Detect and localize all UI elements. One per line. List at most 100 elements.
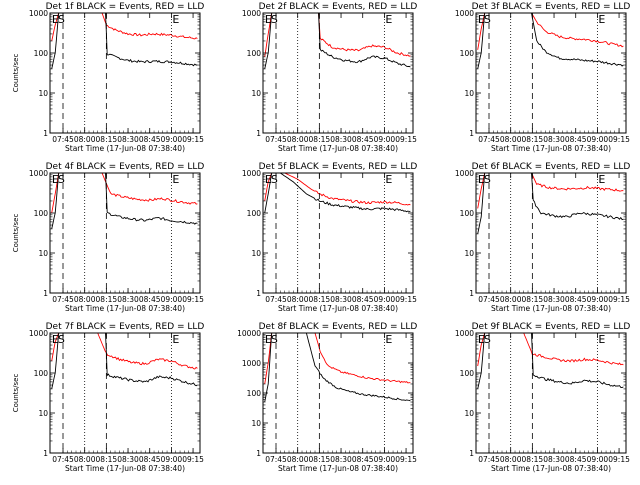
- interval-marker-E: E: [385, 333, 392, 346]
- x-tick-label: 08:45: [352, 295, 374, 304]
- panel-title: Det 1f BLACK = Events, RED = LLD: [46, 2, 205, 12]
- x-tick-label: 08:15: [96, 455, 118, 464]
- x-tick-label: 09:00: [161, 455, 183, 464]
- x-axis-label: Start Time (17-Jun-08 07:38:40): [278, 464, 398, 473]
- x-tick-label: 07:45: [52, 295, 74, 304]
- x-tick-label: 08:00: [287, 135, 309, 144]
- y-tick-label: 10000: [237, 329, 261, 338]
- events-series-line: [51, 173, 198, 229]
- y-tick-label: 10: [464, 409, 474, 418]
- interval-marker-E: E: [478, 333, 485, 346]
- y-tick-label: 1: [256, 129, 261, 138]
- x-tick-label: 08:15: [96, 295, 118, 304]
- x-tick-label: 08:45: [352, 135, 374, 144]
- x-tick-label: 08:45: [352, 455, 374, 464]
- events-series-line: [477, 173, 624, 234]
- x-tick-label: 09:15: [608, 295, 630, 304]
- events-series-line: [264, 13, 411, 69]
- panel-title: Det 7f BLACK = Events, RED = LLD: [46, 322, 205, 332]
- interval-marker-E: E: [172, 173, 179, 186]
- x-tick-label: 09:15: [182, 135, 204, 144]
- x-tick-label: 08:45: [565, 455, 587, 464]
- y-tick-label: 1000: [455, 329, 474, 338]
- x-tick-label: 08:45: [565, 295, 587, 304]
- y-axis-label: Counts/sec: [12, 214, 20, 253]
- plot-frame: [475, 172, 627, 294]
- x-tick-label: 09:15: [608, 135, 630, 144]
- interval-marker-S: S: [484, 333, 491, 346]
- interval-marker-E: E: [598, 333, 605, 346]
- panel-title: Det 6f BLACK = Events, RED = LLD: [472, 162, 631, 172]
- y-tick-label: 10: [38, 249, 48, 258]
- y-tick-label: 100: [34, 49, 49, 58]
- x-axis-label: Start Time (17-Jun-08 07:38:40): [491, 464, 611, 473]
- events-series-line: [264, 173, 411, 214]
- x-axis-label: Start Time (17-Jun-08 07:38:40): [491, 304, 611, 313]
- events-series-line: [264, 333, 411, 403]
- interval-marker-E: E: [598, 13, 605, 26]
- events-series-line: [477, 333, 624, 389]
- y-tick-label: 10: [464, 249, 474, 258]
- y-tick-label: 100: [460, 209, 475, 218]
- x-tick-label: 08:30: [117, 455, 139, 464]
- y-tick-label: 1: [469, 449, 474, 458]
- y-tick-label: 1: [469, 289, 474, 298]
- plot-frame: [49, 12, 201, 134]
- interval-marker-E: E: [478, 173, 485, 186]
- y-tick-label: 10: [251, 249, 261, 258]
- x-tick-label: 08:30: [330, 295, 352, 304]
- plot-frame: [262, 172, 414, 294]
- x-tick-label: 08:15: [522, 135, 544, 144]
- interval-marker-E: E: [52, 333, 59, 346]
- y-tick-label: 1000: [242, 359, 261, 368]
- panel-title: Det 4f BLACK = Events, RED = LLD: [46, 162, 205, 172]
- lld-series-line: [477, 333, 624, 367]
- x-axis-label: Start Time (17-Jun-08 07:38:40): [278, 144, 398, 153]
- x-tick-label: 08:30: [543, 135, 565, 144]
- panel-title: Det 3f BLACK = Events, RED = LLD: [472, 2, 631, 12]
- plot-frame: [262, 12, 414, 134]
- plot-frame: [49, 332, 201, 454]
- y-axis-label: Counts/sec: [12, 374, 20, 413]
- y-tick-label: 10: [251, 89, 261, 98]
- interval-marker-S: S: [484, 13, 491, 26]
- y-tick-label: 100: [247, 389, 262, 398]
- x-tick-label: 08:00: [74, 135, 96, 144]
- y-tick-label: 10: [38, 409, 48, 418]
- x-tick-label: 09:15: [182, 455, 204, 464]
- x-axis-label: Start Time (17-Jun-08 07:38:40): [491, 144, 611, 153]
- x-tick-label: 08:45: [139, 135, 161, 144]
- x-tick-label: 08:00: [74, 295, 96, 304]
- x-tick-label: 09:00: [161, 295, 183, 304]
- x-tick-label: 08:00: [500, 295, 522, 304]
- panel-title: Det 8f BLACK = Events, RED = LLD: [259, 322, 418, 332]
- interval-marker-E: E: [52, 13, 59, 26]
- y-tick-label: 1000: [29, 169, 48, 178]
- interval-marker-S: S: [58, 173, 65, 186]
- interval-marker-E: E: [265, 13, 272, 26]
- x-tick-label: 08:30: [330, 135, 352, 144]
- x-tick-label: 09:00: [374, 135, 396, 144]
- y-tick-label: 1000: [242, 169, 261, 178]
- interval-marker-S: S: [58, 333, 65, 346]
- x-tick-label: 08:15: [522, 295, 544, 304]
- interval-marker-E: E: [172, 333, 179, 346]
- x-tick-label: 09:15: [608, 455, 630, 464]
- interval-marker-E: E: [478, 13, 485, 26]
- interval-marker-E: E: [172, 13, 179, 26]
- y-axis-label: Counts/sec: [12, 54, 20, 93]
- y-tick-label: 100: [247, 209, 262, 218]
- panel-title: Det 5f BLACK = Events, RED = LLD: [259, 162, 418, 172]
- x-tick-label: 07:45: [478, 455, 500, 464]
- panel-title: Det 2f BLACK = Events, RED = LLD: [259, 2, 418, 12]
- x-tick-label: 09:15: [395, 455, 417, 464]
- y-tick-label: 10: [251, 419, 261, 428]
